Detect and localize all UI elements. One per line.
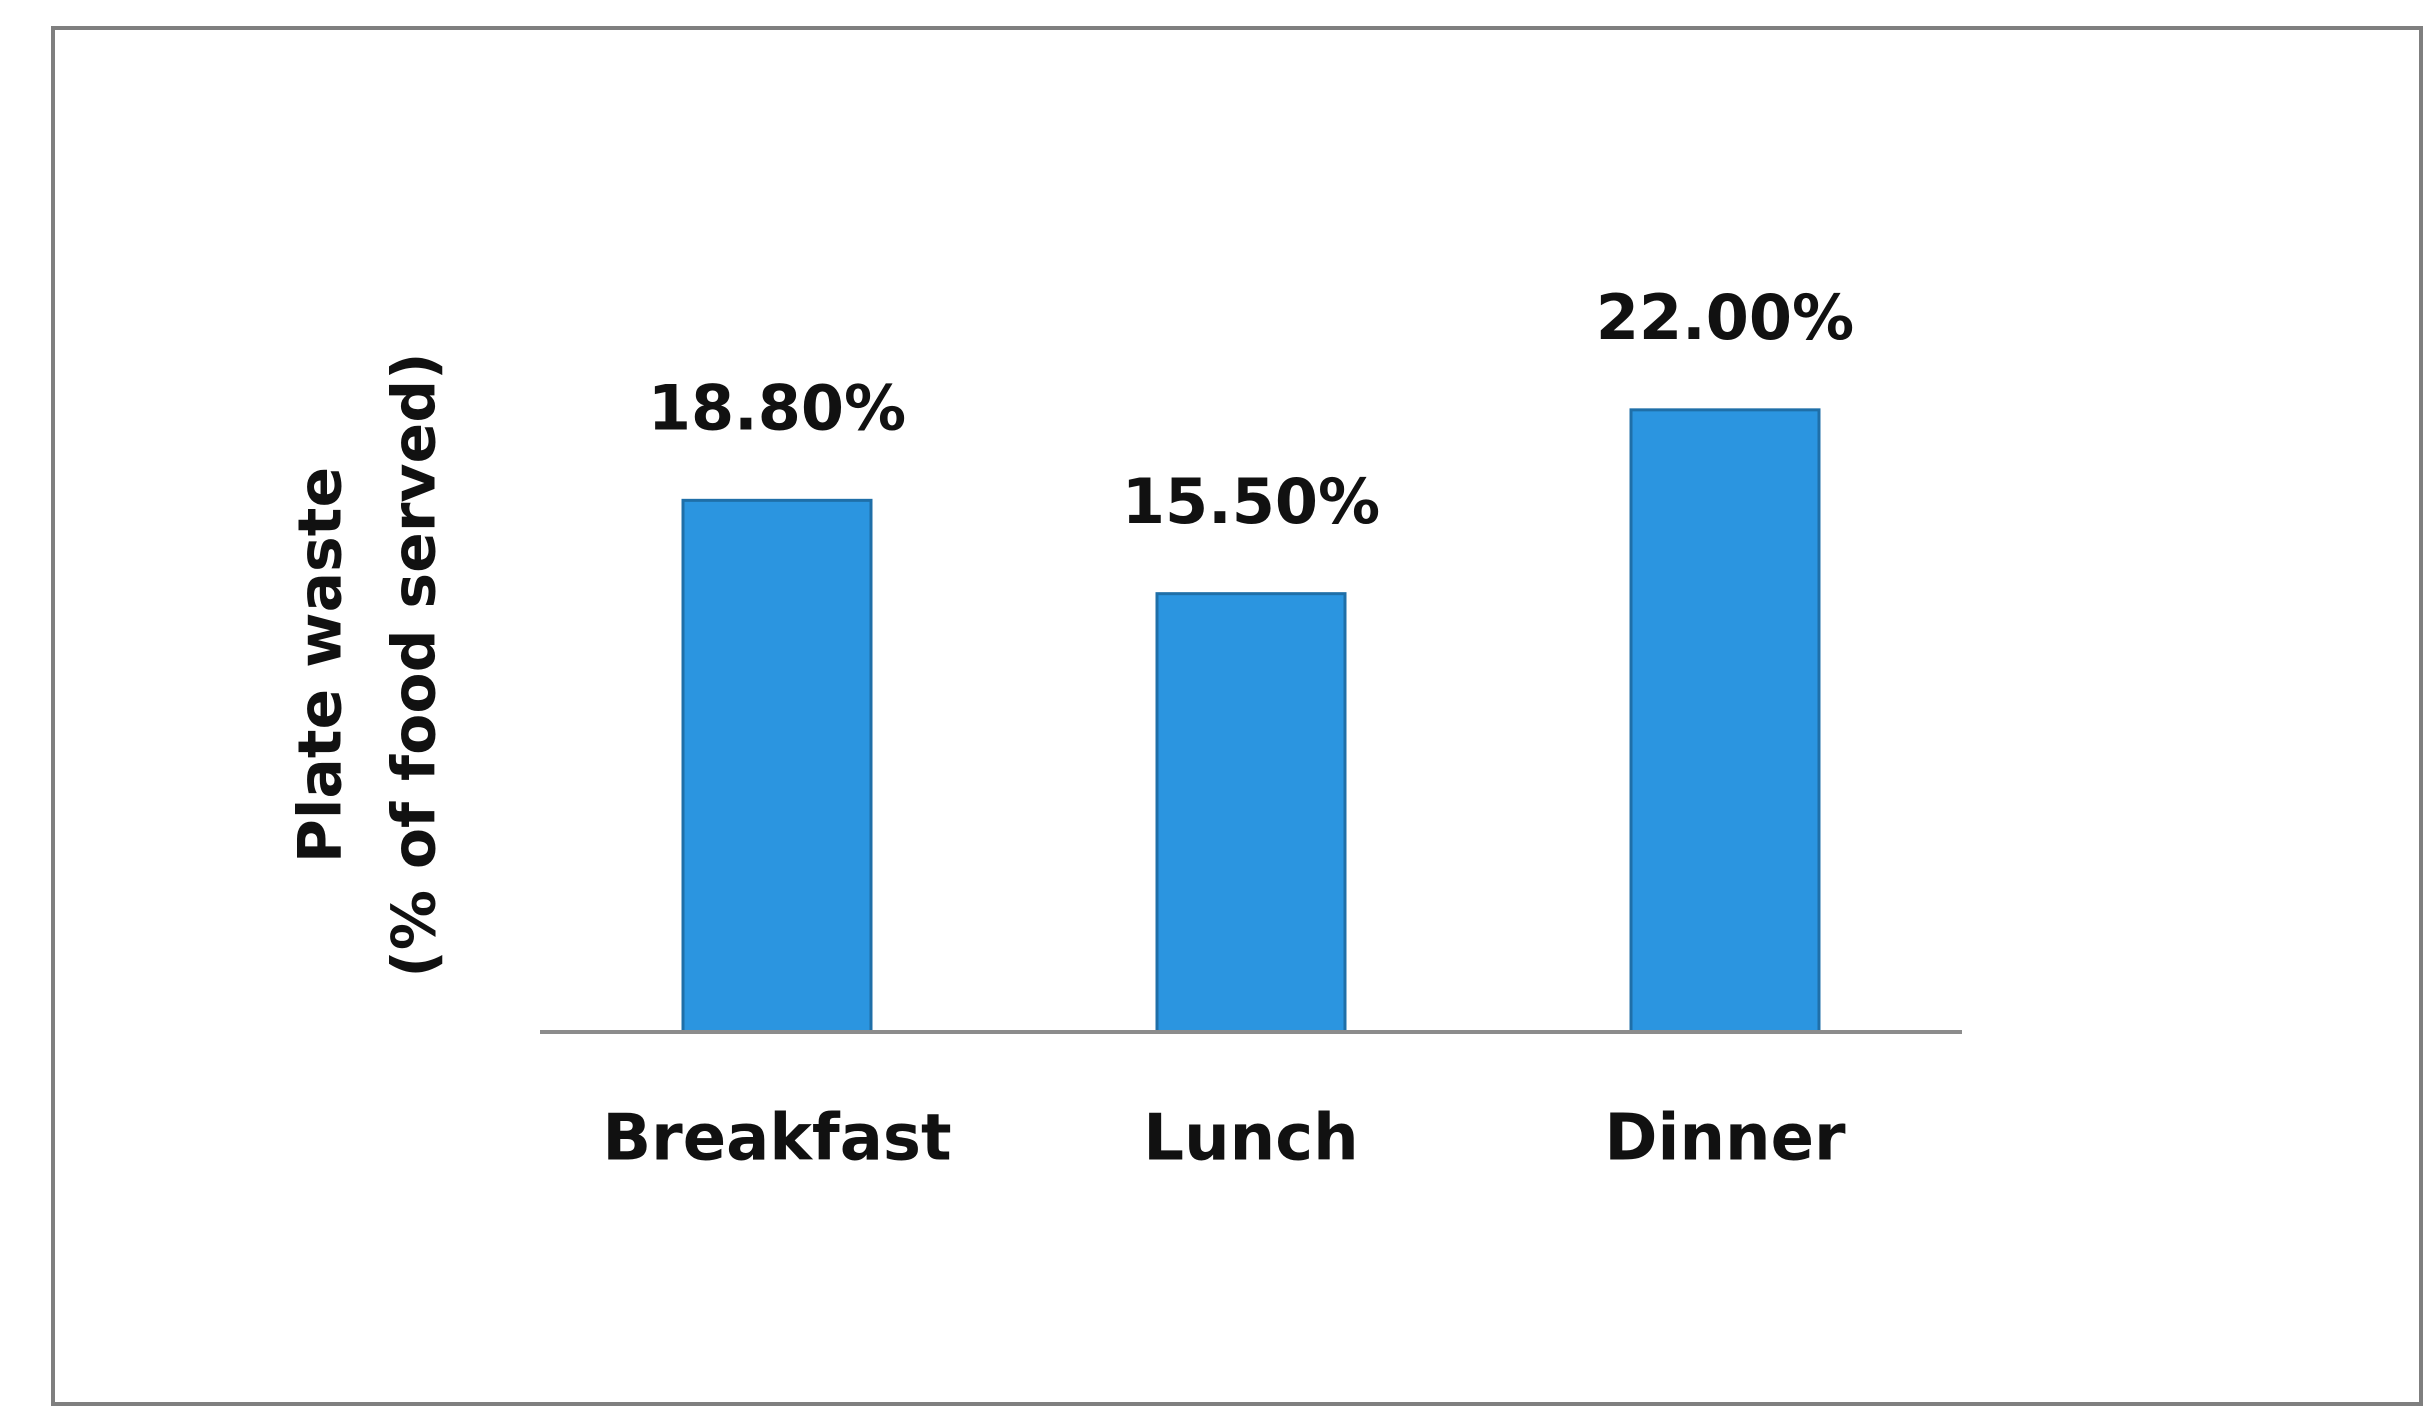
bar: [1155, 592, 1347, 1034]
y-label-line: Plate waste: [286, 467, 356, 863]
x-tick-label: Breakfast: [602, 1102, 951, 1176]
data-label: 18.80%: [648, 371, 906, 444]
data-label: 15.50%: [1122, 465, 1380, 538]
x-tick-label: Lunch: [1143, 1102, 1358, 1176]
y-label-line: (% of food served): [380, 352, 450, 977]
data-label: 22.00%: [1596, 281, 1854, 354]
bar: [1629, 408, 1821, 1034]
x-tick-label: Dinner: [1604, 1102, 1846, 1176]
y-axis-label: Plate waste (% of food served): [286, 352, 450, 977]
bar: [681, 498, 873, 1034]
